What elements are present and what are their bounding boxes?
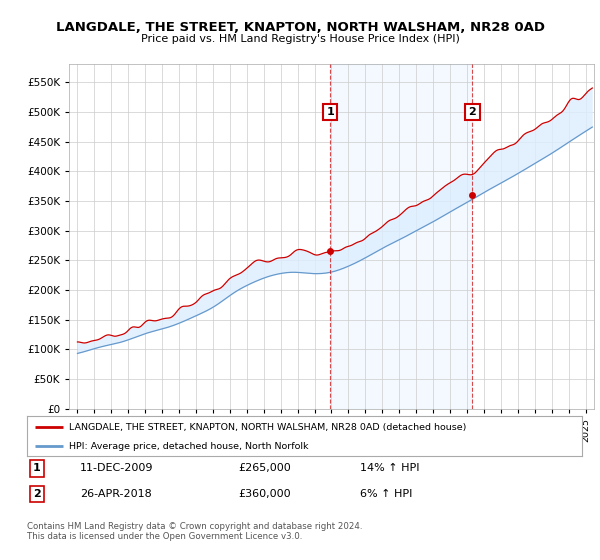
Text: 26-APR-2018: 26-APR-2018 (80, 489, 151, 499)
Bar (330, 64, 472, 409)
Text: Price paid vs. HM Land Registry's House Price Index (HPI): Price paid vs. HM Land Registry's House … (140, 34, 460, 44)
Text: 14% ↑ HPI: 14% ↑ HPI (360, 463, 419, 473)
Text: £265,000: £265,000 (238, 463, 290, 473)
Text: 6% ↑ HPI: 6% ↑ HPI (360, 489, 412, 499)
Text: LANGDALE, THE STREET, KNAPTON, NORTH WALSHAM, NR28 0AD (detached house): LANGDALE, THE STREET, KNAPTON, NORTH WAL… (68, 423, 466, 432)
Text: 11-DEC-2009: 11-DEC-2009 (80, 463, 153, 473)
Text: Contains HM Land Registry data © Crown copyright and database right 2024.
This d: Contains HM Land Registry data © Crown c… (27, 522, 362, 542)
Text: 1: 1 (33, 463, 41, 473)
Text: 2: 2 (469, 107, 476, 117)
Text: HPI: Average price, detached house, North Norfolk: HPI: Average price, detached house, Nort… (68, 442, 308, 451)
Text: 2: 2 (33, 489, 41, 499)
Text: LANGDALE, THE STREET, KNAPTON, NORTH WALSHAM, NR28 0AD: LANGDALE, THE STREET, KNAPTON, NORTH WAL… (56, 21, 545, 34)
Text: £360,000: £360,000 (238, 489, 290, 499)
Text: 1: 1 (326, 107, 334, 117)
